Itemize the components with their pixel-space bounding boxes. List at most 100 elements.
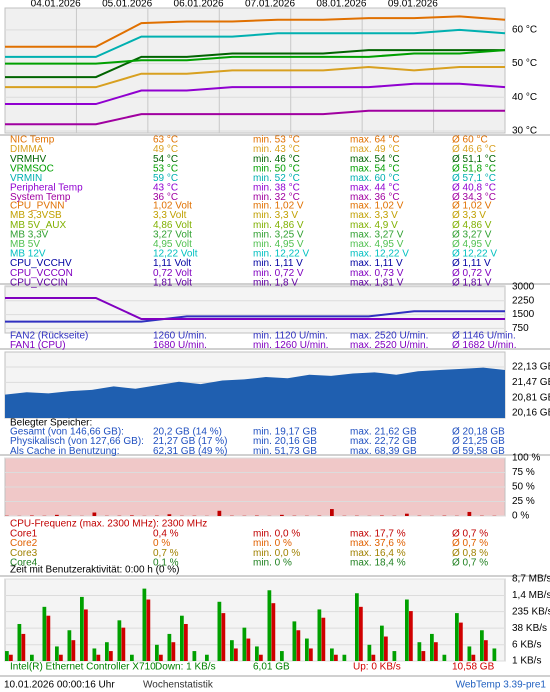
bar xyxy=(330,509,334,516)
cell-avg: Ø 21,25 GB xyxy=(452,436,505,447)
network-up-total: 10,58 GB xyxy=(452,662,495,673)
network-down-total: 6,01 GB xyxy=(253,662,290,673)
bar xyxy=(217,510,222,516)
cell-avg: Ø 40,8 °C xyxy=(452,183,496,194)
cell-current: 4,86 Volt xyxy=(153,220,192,231)
cell-avg: Ø 3,3 V xyxy=(452,210,486,221)
cell-max: max. 22,72 GB xyxy=(350,436,417,447)
bar xyxy=(421,651,426,661)
version[interactable]: WebTemp 3.39-pre1 xyxy=(456,680,547,691)
network-up: Up: 0 KB/s xyxy=(353,662,401,673)
cell-current: 1,11 Volt xyxy=(153,258,191,269)
bar xyxy=(59,654,63,661)
cell-name: MB 5V xyxy=(10,239,40,250)
y-tick-label: 0 % xyxy=(512,511,529,522)
cell-current: 59 °C xyxy=(153,173,178,184)
cell-current: 0,1 % xyxy=(153,557,179,568)
y-tick-label: 3000 xyxy=(512,282,535,293)
bar xyxy=(430,633,434,661)
cell-max: max. 37,6 % xyxy=(350,538,406,549)
cell-name: VRMHV xyxy=(10,154,46,165)
cell-max: max. 18,4 % xyxy=(350,557,406,568)
date-label: 04.01.2026 xyxy=(31,0,81,10)
cell-name: CPU_VCCHV xyxy=(10,258,72,269)
cell-max: max. 3,27 V xyxy=(350,229,404,240)
y-tick-label: 75 % xyxy=(512,467,535,478)
cpu-frequency: CPU-Frequenz (max. 2300 MHz): 2300 MHz xyxy=(10,519,207,530)
y-tick-label: 22,13 GB xyxy=(512,362,550,373)
cell-max: max. 12,22 V xyxy=(350,249,409,260)
bar xyxy=(246,638,251,661)
cell-max: max. 49 °C xyxy=(350,144,400,155)
bar xyxy=(492,648,497,661)
cell-current: 63 °C xyxy=(153,135,178,146)
cell-max: max. 2520 U/min. xyxy=(350,331,428,342)
cell-min: min. 46 °C xyxy=(253,154,300,165)
cell-max: max. 21,62 GB xyxy=(350,427,417,438)
bar xyxy=(296,630,301,661)
cell-min: min. 38 °C xyxy=(253,183,300,194)
series-line xyxy=(5,49,505,79)
cell-avg: Ø 51,1 °C xyxy=(452,154,496,165)
cell-max: max. 1,81 V xyxy=(350,277,404,288)
cell-avg: Ø 46,6 °C xyxy=(452,144,496,155)
cell-min: min. 1,8 V xyxy=(253,277,298,288)
cell-current: 62,31 GB (49 %) xyxy=(153,446,227,457)
cell-current: 1,02 Volt xyxy=(153,201,192,212)
y-tick-label: 750 xyxy=(512,323,529,334)
y-tick-label: 6 KB/s xyxy=(512,639,541,650)
bar xyxy=(480,630,484,661)
cell-min: min. 51,73 GB xyxy=(253,446,317,457)
cell-max: max. 1,11 V xyxy=(350,258,403,269)
cell-current: 12,22 Volt xyxy=(153,249,198,260)
cell-current: 1680 U/min. xyxy=(153,340,207,351)
bar xyxy=(442,654,447,661)
timestamp: 10.01.2026 00:00:16 Uhr xyxy=(4,680,115,691)
bar xyxy=(167,633,172,661)
cell-name: Core4 xyxy=(10,557,38,568)
cell-current: 0,72 Volt xyxy=(153,268,192,279)
cell-name: MB 3,3VSB xyxy=(10,210,62,221)
bar xyxy=(155,644,159,661)
cell-name: Core3 xyxy=(10,548,38,559)
cell-current: 21,27 GB (17 %) xyxy=(153,436,227,447)
cell-avg: Ø 57,1 °C xyxy=(452,173,496,184)
user-activity: Zeit mit Benutzeraktivität: 0:00 h (0 %) xyxy=(10,565,180,576)
cell-min: min. 52 °C xyxy=(253,173,300,184)
bar xyxy=(309,648,313,661)
cell-name: MB 12V xyxy=(10,249,46,260)
bar xyxy=(121,627,126,661)
bar xyxy=(192,651,197,661)
cell-name: MB 3,3V xyxy=(10,229,49,240)
cell-max: max. 68,39 GB xyxy=(350,446,417,457)
y-tick-label: 21,47 GB xyxy=(512,377,550,388)
weekly-stats-link[interactable]: Wochenstatistik xyxy=(143,680,214,691)
cell-max: max. 0,73 V xyxy=(350,268,404,279)
cell-min: min. 3,3 V xyxy=(253,210,298,221)
cell-current: 3,27 Volt xyxy=(153,229,192,240)
cell-name: NIC Temp xyxy=(10,135,55,146)
bar xyxy=(9,654,13,661)
cell-name: FAN2 (Rückseite) xyxy=(10,331,88,342)
bar xyxy=(355,593,359,661)
bar xyxy=(259,654,263,661)
bar xyxy=(292,621,297,661)
y-tick-label: 50 % xyxy=(512,482,535,493)
cell-name: Peripheral Temp xyxy=(10,183,83,194)
bar xyxy=(242,627,247,661)
bar xyxy=(159,654,163,661)
series-line xyxy=(5,15,506,48)
cell-avg: Ø 1146 U/min. xyxy=(452,331,516,342)
cell-name: Core2 xyxy=(10,538,38,549)
bar xyxy=(30,654,34,661)
y-tick-label: 30 °C xyxy=(512,126,537,137)
y-tick-label: 20,81 GB xyxy=(512,393,550,404)
bar xyxy=(359,606,363,661)
bar xyxy=(80,596,84,661)
bar xyxy=(142,588,147,661)
memory-area xyxy=(5,367,505,418)
y-tick-label: 20,16 GB xyxy=(512,408,550,419)
bar xyxy=(467,511,472,516)
series-line xyxy=(5,49,506,65)
